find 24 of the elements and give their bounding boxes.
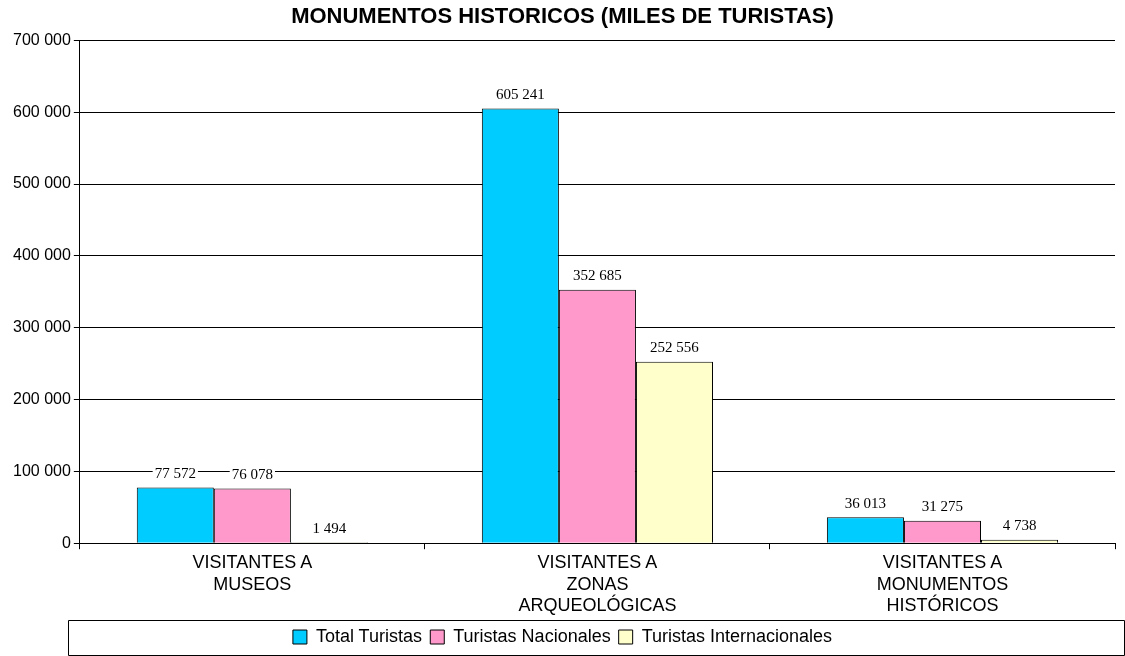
data-label: 252 556 (650, 339, 700, 356)
x-tick-label: VISITANTES A MUSEOS (192, 551, 313, 594)
chart-title: MONUMENTOS HISTORICOS (MILES DE TURISTAS) (291, 3, 834, 29)
data-label: 36 013 (844, 494, 887, 511)
y-tick-label: 300 000 (12, 318, 71, 336)
legend-label: Turistas Nacionales (453, 625, 611, 646)
data-label: 352 685 (573, 267, 622, 284)
y-tick-label: 100 000 (12, 461, 71, 479)
data-label: 76 078 (231, 465, 273, 482)
y-tick-label: 0 (61, 533, 71, 551)
y-tick-label: 500 000 (12, 174, 71, 192)
data-label: 605 241 (495, 85, 545, 102)
y-tick-label: 700 000 (12, 30, 71, 48)
data-label: 1 494 (312, 519, 347, 536)
data-label: 4 738 (1002, 517, 1037, 534)
data-label: 77 572 (154, 464, 196, 481)
x-tick-label: VISITANTES A MONUMENTOS HISTÓRICOS (876, 551, 1009, 616)
data-label: 31 275 (921, 498, 964, 515)
legend-label: Total Turistas (315, 625, 422, 646)
y-tick-label: 600 000 (12, 102, 71, 120)
y-tick-label: 400 000 (12, 246, 71, 264)
x-tick-label: VISITANTES A ZONAS ARQUEOLÓGICAS (518, 551, 677, 616)
y-tick-label: 200 000 (12, 389, 71, 407)
legend-label: Turistas Internacionales (641, 625, 833, 646)
